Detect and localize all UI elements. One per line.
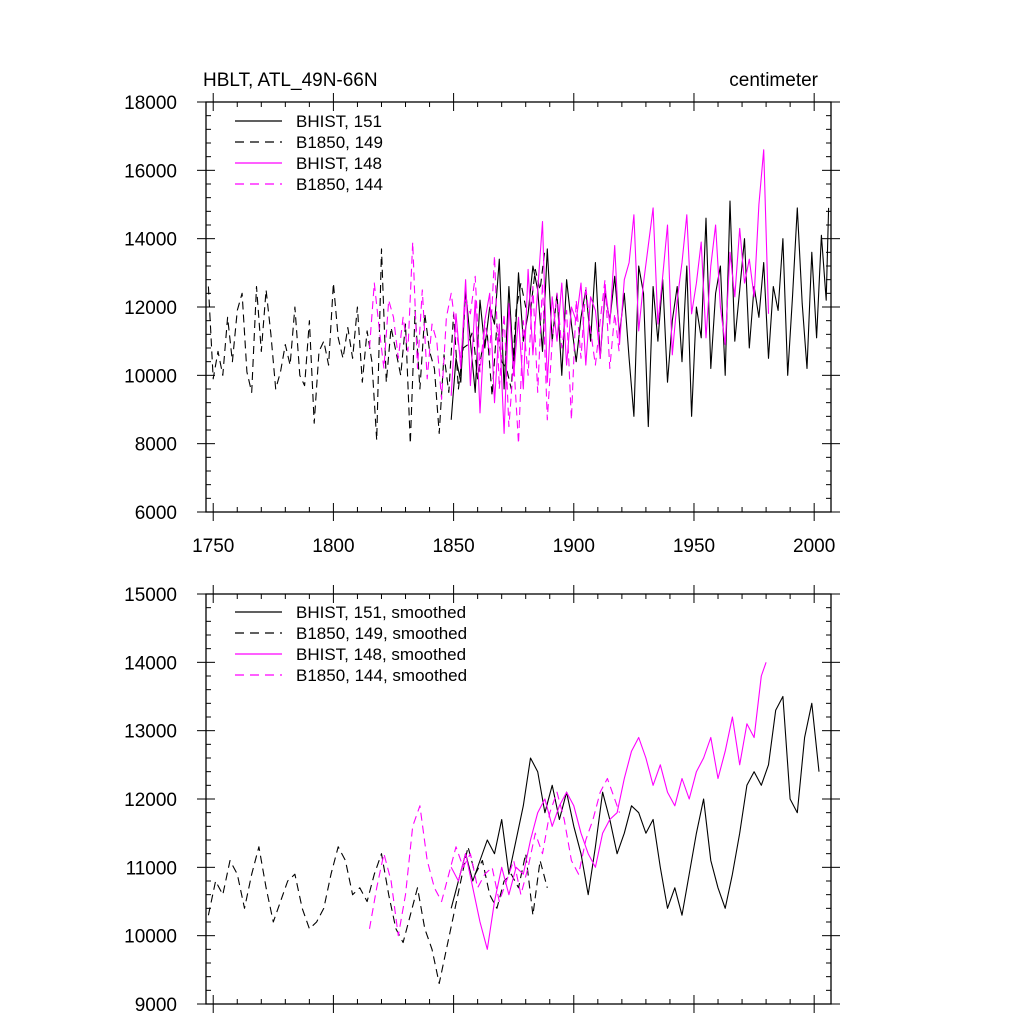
y-tick-label: 14000 (124, 230, 177, 251)
units-label: centimeter (729, 70, 818, 91)
x-tick-label: 1950 (673, 536, 715, 557)
series-group (207, 662, 820, 985)
x-tick-label: 1800 (312, 536, 354, 557)
series-line-3 (368, 777, 621, 937)
series-line-1 (207, 248, 546, 445)
y-tick-label: 10000 (124, 366, 177, 387)
y-tick-label: 16000 (124, 161, 177, 182)
axis-ticks: 1750 1800 1850 1900 1950 2000 6000 8000 10000 120… (124, 93, 840, 557)
legend-label: BHIST, 148, smoothed (296, 645, 466, 664)
series-line-2 (450, 662, 767, 950)
y-tick-label: 14000 (124, 653, 177, 674)
x-tick-label: 2000 (793, 536, 835, 557)
top-panel: HBLT, ATL_49N-66N centimeter 1750 1800 185… (124, 70, 840, 557)
x-tick-label: 1750 (192, 536, 234, 557)
legend-label: B1850, 149, smoothed (296, 624, 467, 643)
legend: BHIST, 151, smoothed B1850, 149, smoothe… (235, 603, 467, 685)
series-group (207, 149, 830, 445)
series-line-3 (368, 241, 621, 445)
legend-label: BHIST, 151, smoothed (296, 603, 466, 622)
axis-ticks: 9000 10000 11000 12000 13000 14000 15000 (124, 585, 840, 1016)
y-tick-label: 13000 (124, 722, 177, 743)
y-tick-label: 10000 (124, 927, 177, 948)
y-tick-label: 12000 (124, 298, 177, 319)
legend-label: B1850, 149 (296, 133, 383, 152)
series-line-2 (450, 149, 770, 434)
y-tick-label: 18000 (124, 93, 177, 114)
y-tick-label: 11000 (126, 858, 177, 879)
chart-title: HBLT, ATL_49N-66N (203, 70, 378, 91)
series-line-0 (450, 200, 830, 428)
series-line-0 (450, 695, 820, 916)
legend-label: BHIST, 148 (296, 154, 382, 173)
legend-label: BHIST, 151 (296, 112, 382, 131)
series-line-1 (207, 846, 548, 985)
y-tick-label: 12000 (124, 790, 177, 811)
bottom-panel: 9000 10000 11000 12000 13000 14000 15000 BHIST… (124, 585, 840, 1016)
y-tick-label: 6000 (135, 503, 177, 524)
y-tick-label: 9000 (135, 995, 177, 1016)
legend: BHIST, 151 B1850, 149 BHIST, 148 B1850, … (235, 112, 383, 194)
legend-label: B1850, 144 (296, 175, 383, 194)
x-tick-label: 1850 (432, 536, 474, 557)
y-tick-label: 15000 (124, 585, 177, 606)
x-tick-label: 1900 (553, 536, 595, 557)
legend-label: B1850, 144, smoothed (296, 666, 467, 685)
y-tick-label: 8000 (135, 435, 177, 456)
